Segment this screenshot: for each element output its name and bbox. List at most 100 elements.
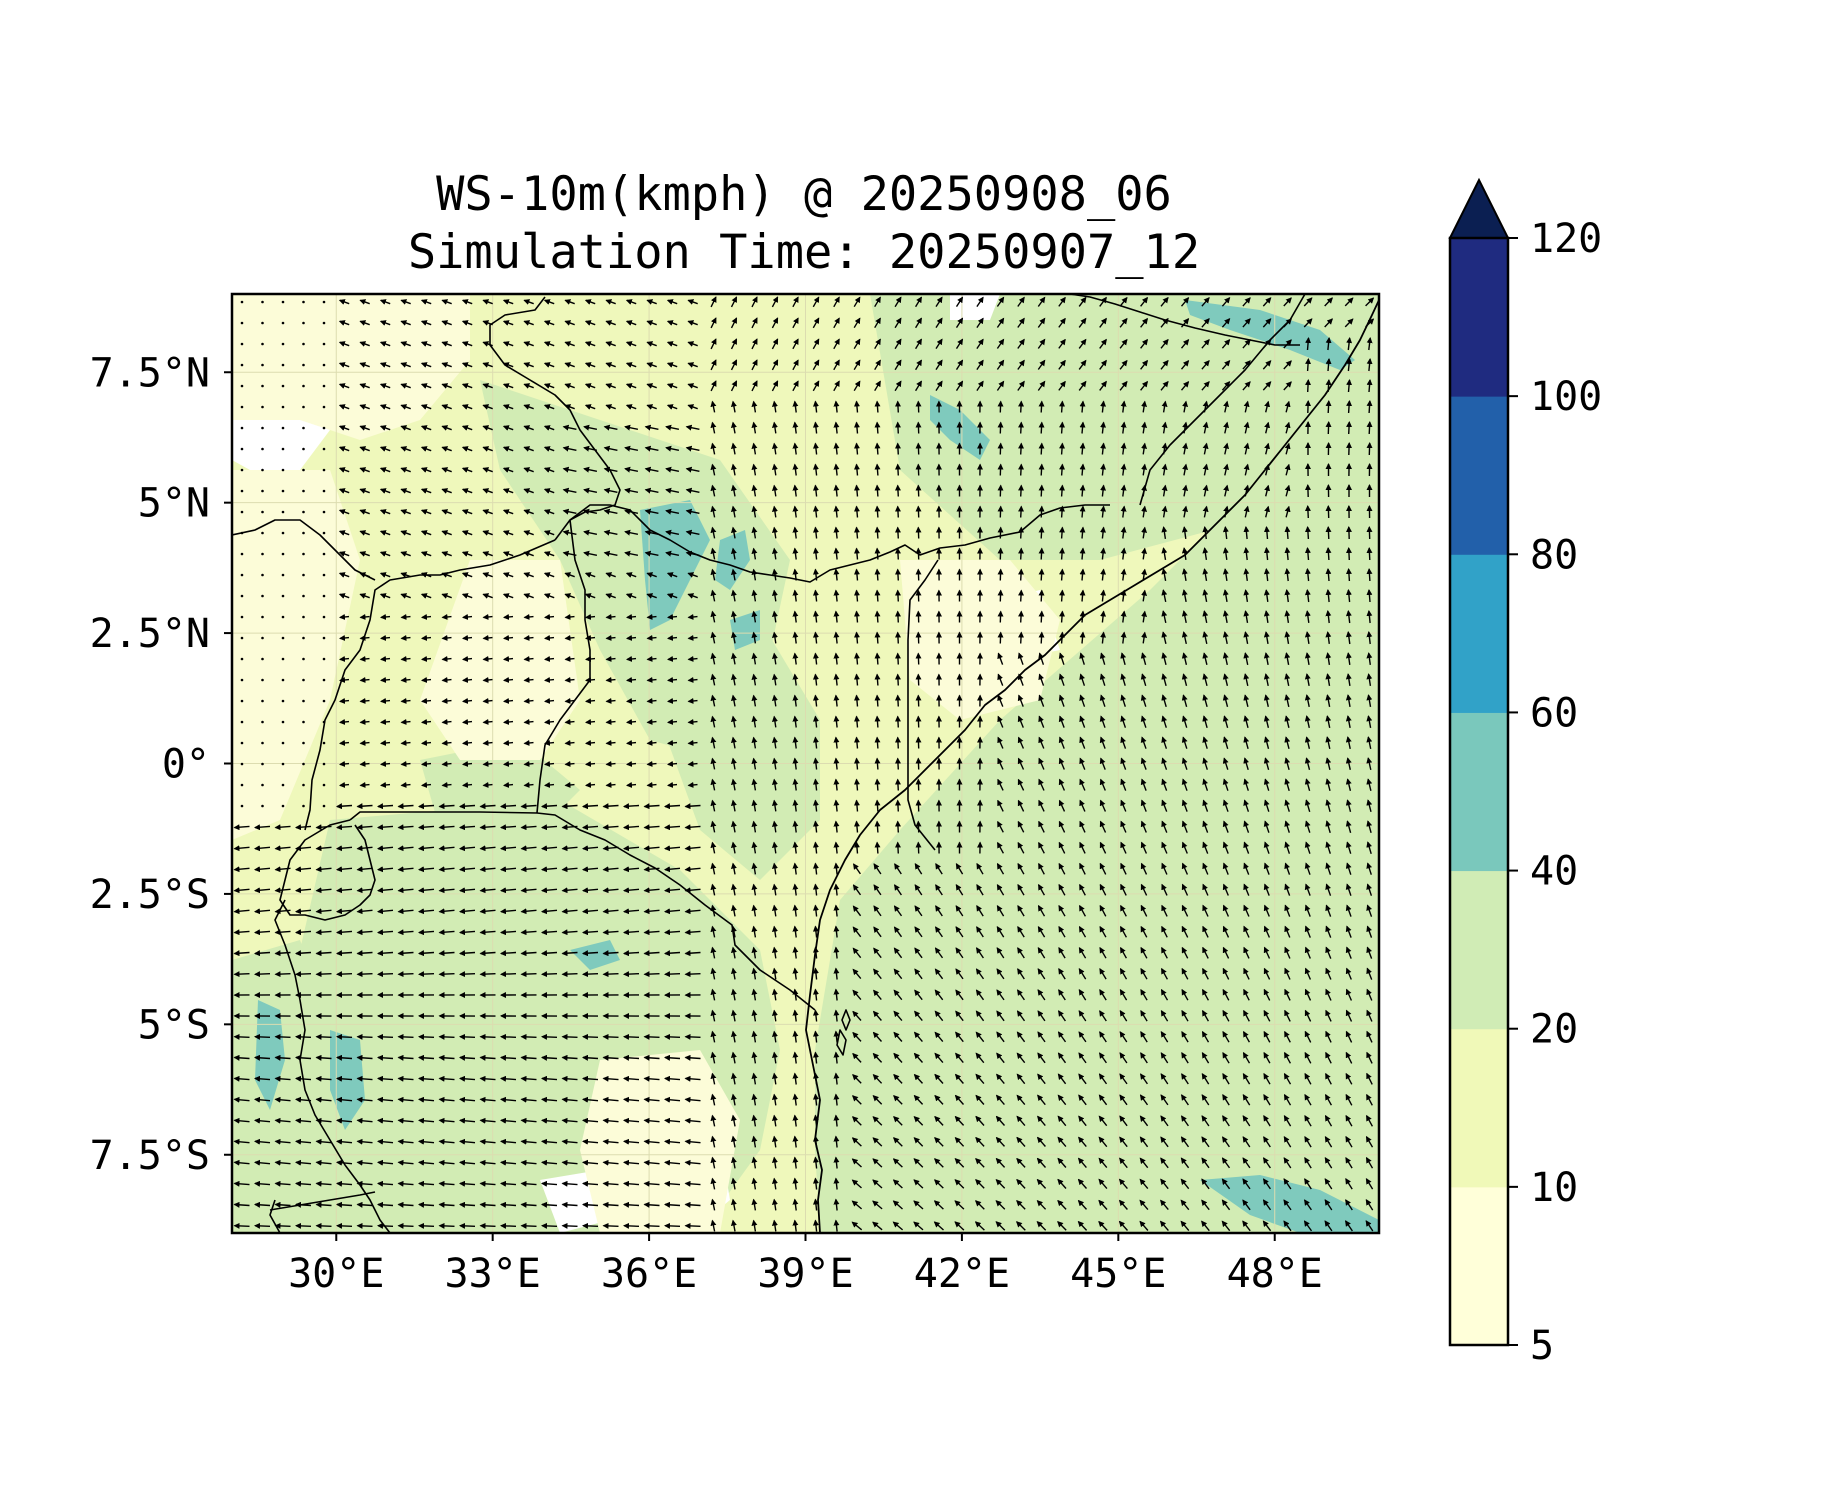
- wind-vector: [1262, 360, 1272, 370]
- map-area: [232, 294, 1379, 1233]
- wind-vector: [322, 720, 326, 724]
- wind-vector: [1223, 505, 1230, 518]
- wind-vector: [771, 526, 778, 539]
- wind-vector: [240, 762, 244, 766]
- wind-vector: [751, 442, 758, 455]
- wind-vector: [261, 615, 264, 619]
- wind-vector: [1243, 421, 1250, 434]
- wind-vector: [400, 488, 411, 494]
- wind-vector: [500, 1033, 517, 1040]
- wind-vector: [666, 299, 678, 305]
- y-tick-label: 7.5°N: [90, 350, 210, 396]
- wind-vector: [1304, 547, 1311, 561]
- wind-vector: [874, 631, 881, 644]
- wind-vector: [459, 1201, 476, 1208]
- wind-vector: [1223, 442, 1230, 455]
- wind-vector: [894, 631, 901, 644]
- wind-vector: [322, 468, 326, 472]
- wind-vector: [626, 739, 637, 746]
- wind-vector: [240, 342, 244, 346]
- wind-vector: [1161, 442, 1168, 455]
- wind-vector: [1346, 358, 1353, 372]
- wind-vector: [356, 950, 373, 957]
- wind-vector: [1100, 526, 1107, 539]
- wind-vector: [646, 404, 657, 410]
- wind-vector: [646, 655, 657, 662]
- wind-vector: [1141, 400, 1148, 413]
- wind-vector: [915, 296, 922, 308]
- wind-vector: [520, 971, 537, 978]
- wind-vector: [1079, 400, 1086, 413]
- wind-vector: [792, 380, 799, 392]
- wind-vector: [996, 338, 1005, 349]
- wind-vector: [461, 404, 473, 410]
- wind-vector: [603, 424, 618, 431]
- wind-vector: [751, 380, 758, 392]
- wind-vector: [281, 678, 285, 682]
- wind-vector: [339, 697, 350, 704]
- wind-vector: [833, 463, 840, 476]
- wind-vector: [302, 384, 305, 388]
- wind-vector: [441, 613, 452, 620]
- wind-vector: [564, 320, 575, 326]
- wind-vector: [955, 359, 964, 370]
- wind-vector: [812, 442, 819, 455]
- wind-vector: [1059, 589, 1066, 602]
- wind-vector: [302, 762, 305, 766]
- wind-vector: [1059, 484, 1066, 497]
- wind-vector: [751, 463, 758, 476]
- wind-vector: [1141, 526, 1148, 539]
- wind-vector: [438, 1033, 455, 1040]
- wind-vector: [583, 466, 598, 473]
- wind-vector: [667, 739, 678, 746]
- wind-vector: [359, 781, 370, 788]
- wind-vector: [1243, 526, 1250, 540]
- wind-vector: [624, 508, 639, 515]
- wind-vector: [1058, 296, 1066, 307]
- wind-vector: [687, 781, 698, 788]
- wind-vector: [1119, 338, 1128, 349]
- wind-vector: [623, 971, 640, 978]
- wind-vector: [625, 362, 637, 368]
- wind-vector: [894, 820, 901, 833]
- wind-vector: [665, 466, 680, 473]
- wind-vector: [281, 741, 285, 745]
- wind-vector: [322, 531, 326, 535]
- wind-vector: [377, 1054, 394, 1061]
- wind-vector: [710, 463, 717, 476]
- wind-vector: [441, 404, 452, 410]
- wind-vector: [603, 487, 618, 494]
- wind-vector: [302, 636, 305, 640]
- wind-vector: [543, 320, 555, 326]
- wind-vector: [523, 634, 534, 641]
- wind-vector: [1202, 421, 1209, 434]
- wind-vector: [233, 971, 250, 978]
- wind-vector: [261, 573, 264, 577]
- wind-vector: [1059, 442, 1066, 455]
- wind-vector: [482, 425, 493, 431]
- wind-vector: [710, 380, 717, 392]
- wind-vector: [240, 468, 244, 472]
- wind-vector: [400, 299, 411, 305]
- wind-vector: [1038, 526, 1045, 539]
- wind-vector: [1120, 400, 1127, 413]
- wind-vector: [1058, 359, 1066, 370]
- wind-vector: [240, 363, 244, 367]
- wind-vector: [874, 400, 881, 413]
- wind-vector: [812, 463, 819, 476]
- wind-vector: [584, 383, 596, 389]
- wind-vector: [523, 299, 534, 305]
- wind-vector: [281, 615, 285, 619]
- wind-vector: [1140, 296, 1149, 307]
- wind-vector: [665, 487, 680, 494]
- wind-vector: [1365, 318, 1375, 328]
- wind-vector: [687, 697, 698, 704]
- wind-vector: [1221, 318, 1231, 328]
- wind-vector: [302, 363, 305, 367]
- wind-vector: [400, 467, 411, 473]
- wind-vector: [874, 589, 881, 602]
- wind-vector: [771, 442, 778, 455]
- wind-vector: [605, 697, 616, 704]
- wind-vector: [625, 299, 637, 305]
- wind-vector: [240, 699, 244, 703]
